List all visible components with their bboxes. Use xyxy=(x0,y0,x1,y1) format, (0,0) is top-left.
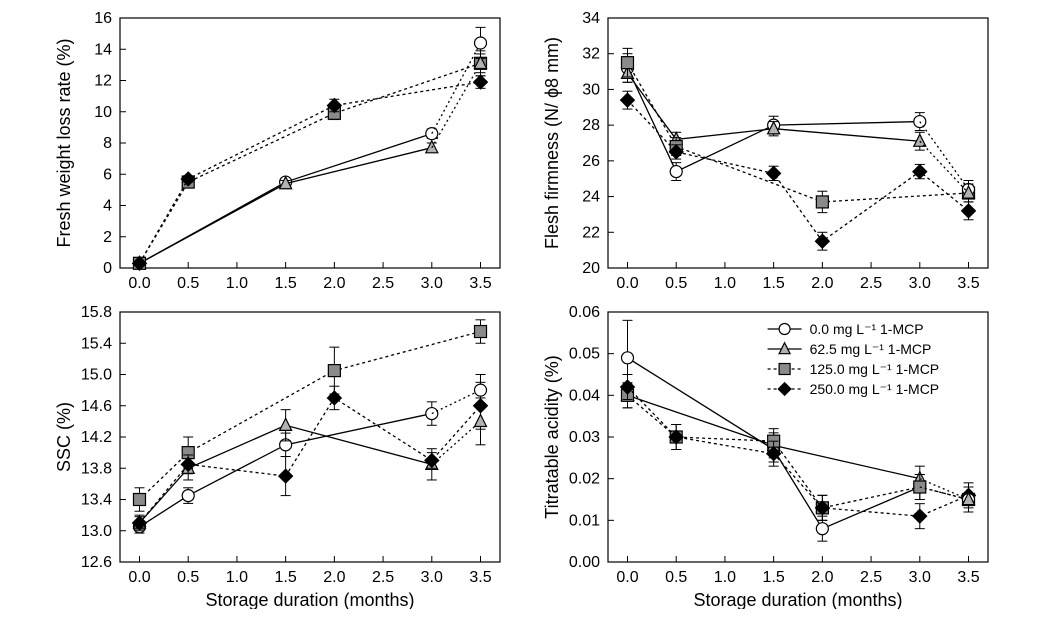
svg-text:10: 10 xyxy=(94,104,112,121)
svg-text:0.5: 0.5 xyxy=(665,275,687,292)
svg-text:2.5: 2.5 xyxy=(372,569,394,586)
svg-text:0.04: 0.04 xyxy=(569,387,600,404)
svg-text:0.5: 0.5 xyxy=(665,569,687,586)
svg-text:2.0: 2.0 xyxy=(323,569,345,586)
svg-text:13.8: 13.8 xyxy=(81,460,112,477)
y-axis-label: Flesh firmness (N/ ϕ8 mm) xyxy=(543,37,562,249)
svg-text:34: 34 xyxy=(582,10,600,27)
svg-text:1.5: 1.5 xyxy=(763,275,785,292)
svg-text:4: 4 xyxy=(103,198,112,215)
svg-text:0.01: 0.01 xyxy=(569,512,600,529)
svg-text:0: 0 xyxy=(103,260,112,277)
svg-text:0.0 mg L⁻¹ 1-MCP: 0.0 mg L⁻¹ 1-MCP xyxy=(810,321,924,337)
panel-firmness: 0.00.51.01.52.02.53.03.52022242628303234… xyxy=(608,18,988,268)
svg-text:28: 28 xyxy=(582,117,600,134)
svg-text:0.06: 0.06 xyxy=(569,304,600,321)
y-axis-label: SSC (%) xyxy=(55,402,74,472)
svg-text:0.0: 0.0 xyxy=(616,275,638,292)
svg-text:24: 24 xyxy=(582,189,600,206)
svg-text:3.5: 3.5 xyxy=(957,569,979,586)
svg-text:12.6: 12.6 xyxy=(81,554,112,571)
svg-text:30: 30 xyxy=(582,81,600,98)
svg-text:0.5: 0.5 xyxy=(177,569,199,586)
svg-text:14.2: 14.2 xyxy=(81,429,112,446)
x-axis-label: Storage duration (months) xyxy=(205,590,414,609)
svg-text:15.0: 15.0 xyxy=(81,367,112,384)
svg-text:1.0: 1.0 xyxy=(714,275,736,292)
svg-text:14: 14 xyxy=(94,41,112,58)
svg-text:2.5: 2.5 xyxy=(860,569,882,586)
panel-acidity: 0.00.51.01.52.02.53.03.5Storage duration… xyxy=(608,312,988,562)
svg-text:2.0: 2.0 xyxy=(323,275,345,292)
svg-text:3.5: 3.5 xyxy=(957,275,979,292)
svg-text:3.5: 3.5 xyxy=(469,569,491,586)
svg-text:1.5: 1.5 xyxy=(763,569,785,586)
svg-text:13.0: 13.0 xyxy=(81,523,112,540)
svg-text:1.5: 1.5 xyxy=(275,275,297,292)
svg-text:2.5: 2.5 xyxy=(860,275,882,292)
svg-text:125.0 mg L⁻¹ 1-MCP: 125.0 mg L⁻¹ 1-MCP xyxy=(810,361,940,377)
svg-text:13.4: 13.4 xyxy=(81,492,112,509)
panel-ssc: 0.00.51.01.52.02.53.03.5Storage duration… xyxy=(120,312,500,562)
svg-text:1.0: 1.0 xyxy=(714,569,736,586)
legend: 0.0 mg L⁻¹ 1-MCP 62.5 mg L⁻¹ 1-MCP 125.0 m… xyxy=(768,321,940,397)
svg-text:3.0: 3.0 xyxy=(909,569,931,586)
svg-text:0.02: 0.02 xyxy=(569,471,600,488)
svg-text:15.4: 15.4 xyxy=(81,335,112,352)
svg-text:3.0: 3.0 xyxy=(909,275,931,292)
svg-text:0.03: 0.03 xyxy=(569,429,600,446)
svg-text:2.0: 2.0 xyxy=(811,569,833,586)
svg-text:0.0: 0.0 xyxy=(616,569,638,586)
svg-text:6: 6 xyxy=(103,166,112,183)
svg-text:3.5: 3.5 xyxy=(469,275,491,292)
svg-text:14.6: 14.6 xyxy=(81,398,112,415)
figure-root: 0.00.51.01.52.02.53.03.50246810121416Fre… xyxy=(0,0,1050,622)
svg-text:3.0: 3.0 xyxy=(421,275,443,292)
svg-text:32: 32 xyxy=(582,46,600,63)
svg-text:0.05: 0.05 xyxy=(569,346,600,363)
svg-text:0.00: 0.00 xyxy=(569,554,600,571)
svg-text:2: 2 xyxy=(103,229,112,246)
panel-freshweight: 0.00.51.01.52.02.53.03.50246810121416Fre… xyxy=(120,18,500,268)
svg-text:15.8: 15.8 xyxy=(81,304,112,321)
svg-text:62.5 mg L⁻¹ 1-MCP: 62.5 mg L⁻¹ 1-MCP xyxy=(810,341,932,357)
svg-text:3.0: 3.0 xyxy=(421,569,443,586)
y-axis-label: Fresh weight loss rate (%) xyxy=(55,38,74,247)
svg-text:2.0: 2.0 xyxy=(811,275,833,292)
svg-text:0.0: 0.0 xyxy=(128,569,150,586)
y-axis-label: Titratable acidity (%) xyxy=(543,355,562,518)
svg-text:8: 8 xyxy=(103,135,112,152)
svg-text:0.5: 0.5 xyxy=(177,275,199,292)
x-axis-label: Storage duration (months) xyxy=(693,590,902,609)
svg-text:1.0: 1.0 xyxy=(226,275,248,292)
svg-text:26: 26 xyxy=(582,153,600,170)
svg-text:250.0 mg L⁻¹ 1-MCP: 250.0 mg L⁻¹ 1-MCP xyxy=(810,381,940,397)
svg-text:2.5: 2.5 xyxy=(372,275,394,292)
svg-text:1.0: 1.0 xyxy=(226,569,248,586)
svg-text:22: 22 xyxy=(582,224,600,241)
svg-text:1.5: 1.5 xyxy=(275,569,297,586)
svg-text:12: 12 xyxy=(94,73,112,90)
svg-text:0.0: 0.0 xyxy=(128,275,150,292)
svg-text:20: 20 xyxy=(582,260,600,277)
svg-text:16: 16 xyxy=(94,10,112,27)
